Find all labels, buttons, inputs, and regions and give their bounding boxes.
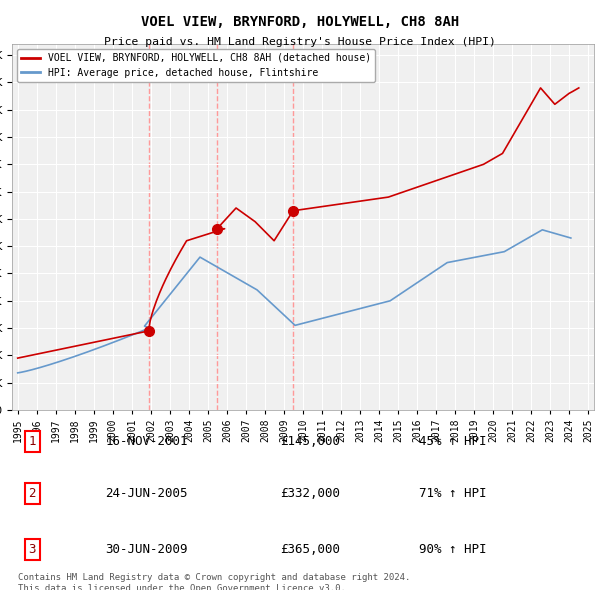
Text: 45% ↑ HPI: 45% ↑ HPI	[419, 435, 487, 448]
Text: 16-NOV-2001: 16-NOV-2001	[105, 435, 188, 448]
Legend: VOEL VIEW, BRYNFORD, HOLYWELL, CH8 8AH (detached house), HPI: Average price, det: VOEL VIEW, BRYNFORD, HOLYWELL, CH8 8AH (…	[17, 49, 375, 82]
Text: 2: 2	[214, 57, 220, 67]
Text: £365,000: £365,000	[280, 543, 340, 556]
Text: £145,000: £145,000	[280, 435, 340, 448]
Text: 90% ↑ HPI: 90% ↑ HPI	[419, 543, 487, 556]
Text: Contains HM Land Registry data © Crown copyright and database right 2024.
This d: Contains HM Land Registry data © Crown c…	[18, 573, 410, 590]
Text: 2: 2	[29, 487, 36, 500]
Text: 3: 3	[290, 57, 296, 67]
Text: 24-JUN-2005: 24-JUN-2005	[105, 487, 188, 500]
Text: VOEL VIEW, BRYNFORD, HOLYWELL, CH8 8AH: VOEL VIEW, BRYNFORD, HOLYWELL, CH8 8AH	[141, 15, 459, 29]
Text: 3: 3	[29, 543, 36, 556]
Text: 1: 1	[29, 435, 36, 448]
Text: 1: 1	[145, 57, 152, 67]
Text: Price paid vs. HM Land Registry's House Price Index (HPI): Price paid vs. HM Land Registry's House …	[104, 37, 496, 47]
Text: 71% ↑ HPI: 71% ↑ HPI	[419, 487, 487, 500]
Text: 30-JUN-2009: 30-JUN-2009	[105, 543, 188, 556]
Text: £332,000: £332,000	[280, 487, 340, 500]
